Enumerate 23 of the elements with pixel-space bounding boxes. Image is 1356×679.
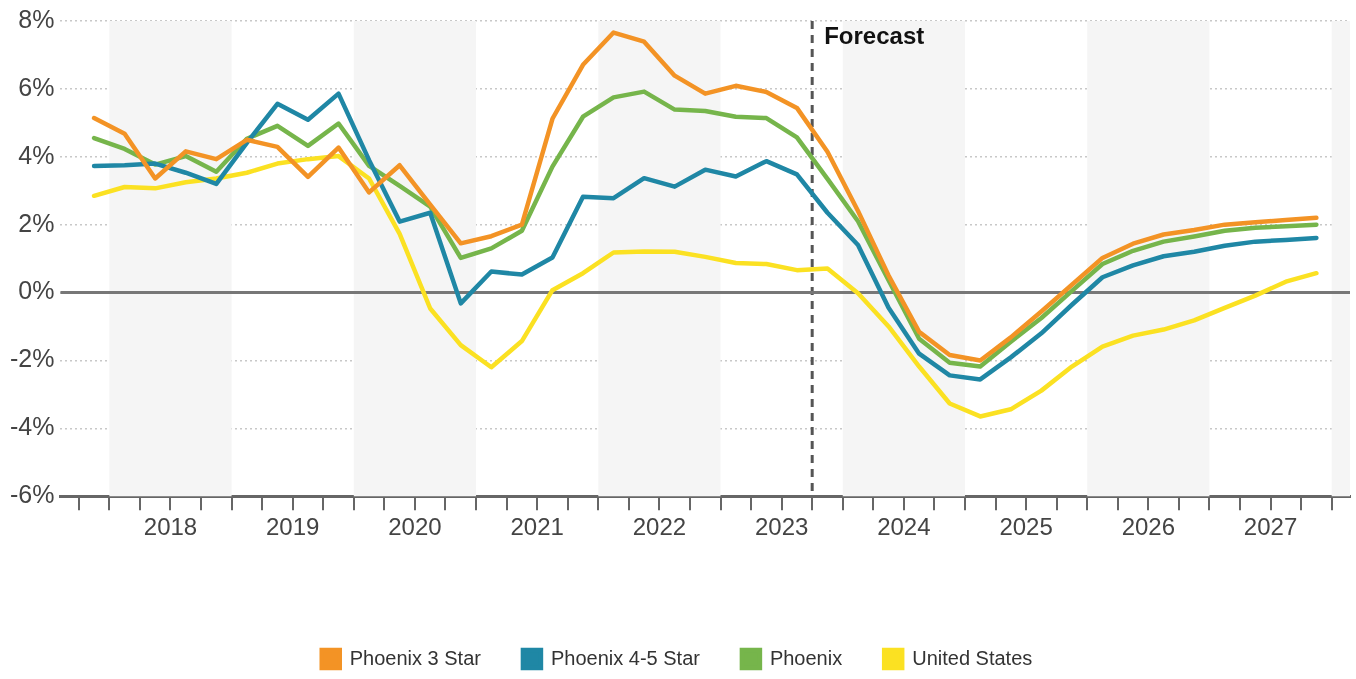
- x-tick-label: 2025: [999, 513, 1053, 541]
- y-tick-label: -4%: [9, 412, 55, 441]
- x-tick-label: 2019: [266, 513, 320, 541]
- y-tick-label: -2%: [9, 344, 55, 373]
- y-tick-label: 4%: [18, 140, 55, 169]
- legend-label: Phoenix 3 Star: [349, 646, 482, 669]
- x-tick-label: 2018: [143, 513, 198, 541]
- legend-label: United States: [912, 646, 1033, 669]
- y-tick-label: 2%: [18, 208, 55, 237]
- legend-label: Phoenix: [769, 646, 843, 669]
- y-tick-label: -6%: [9, 480, 55, 509]
- y-tick-label: 6%: [18, 72, 55, 101]
- legend-label: Phoenix 4-5 Star: [550, 646, 701, 669]
- y-tick-label: 0%: [18, 276, 55, 305]
- x-tick-label: 2026: [1121, 513, 1176, 541]
- ref-line-label: Forecast: [824, 21, 925, 49]
- x-tick-label: 2020: [388, 513, 442, 541]
- x-tick-label: 2024: [877, 513, 931, 541]
- x-tick-label: 2022: [632, 513, 687, 541]
- x-tick-label: 2021: [510, 513, 564, 541]
- x-tick-label: 2027: [1243, 513, 1298, 541]
- x-tick-label: 2023: [754, 513, 809, 541]
- y-tick-label: 8%: [18, 4, 55, 33]
